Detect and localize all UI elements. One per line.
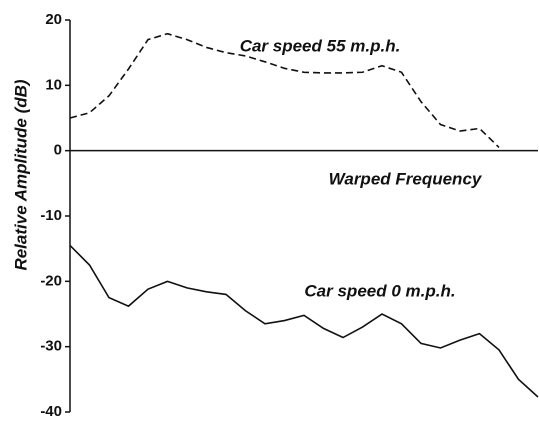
x-axis-label: Warped Frequency [329, 169, 483, 188]
y-tick-label: -20 [40, 272, 62, 289]
series-label: Car speed 55 m.p.h. [240, 36, 401, 55]
y-axis-label: Relative Amplitude (dB) [11, 79, 30, 270]
y-tick-label: 20 [45, 11, 62, 28]
y-tick-label: 10 [45, 76, 62, 93]
data-line [69, 244, 539, 398]
y-tick-label: 0 [54, 142, 62, 159]
y-tick-label: -40 [40, 403, 62, 420]
y-tick-label: -10 [40, 207, 62, 224]
series-label: Car speed 0 m.p.h. [304, 281, 455, 300]
y-tick-label: -30 [40, 338, 62, 355]
data-line [69, 32, 500, 148]
